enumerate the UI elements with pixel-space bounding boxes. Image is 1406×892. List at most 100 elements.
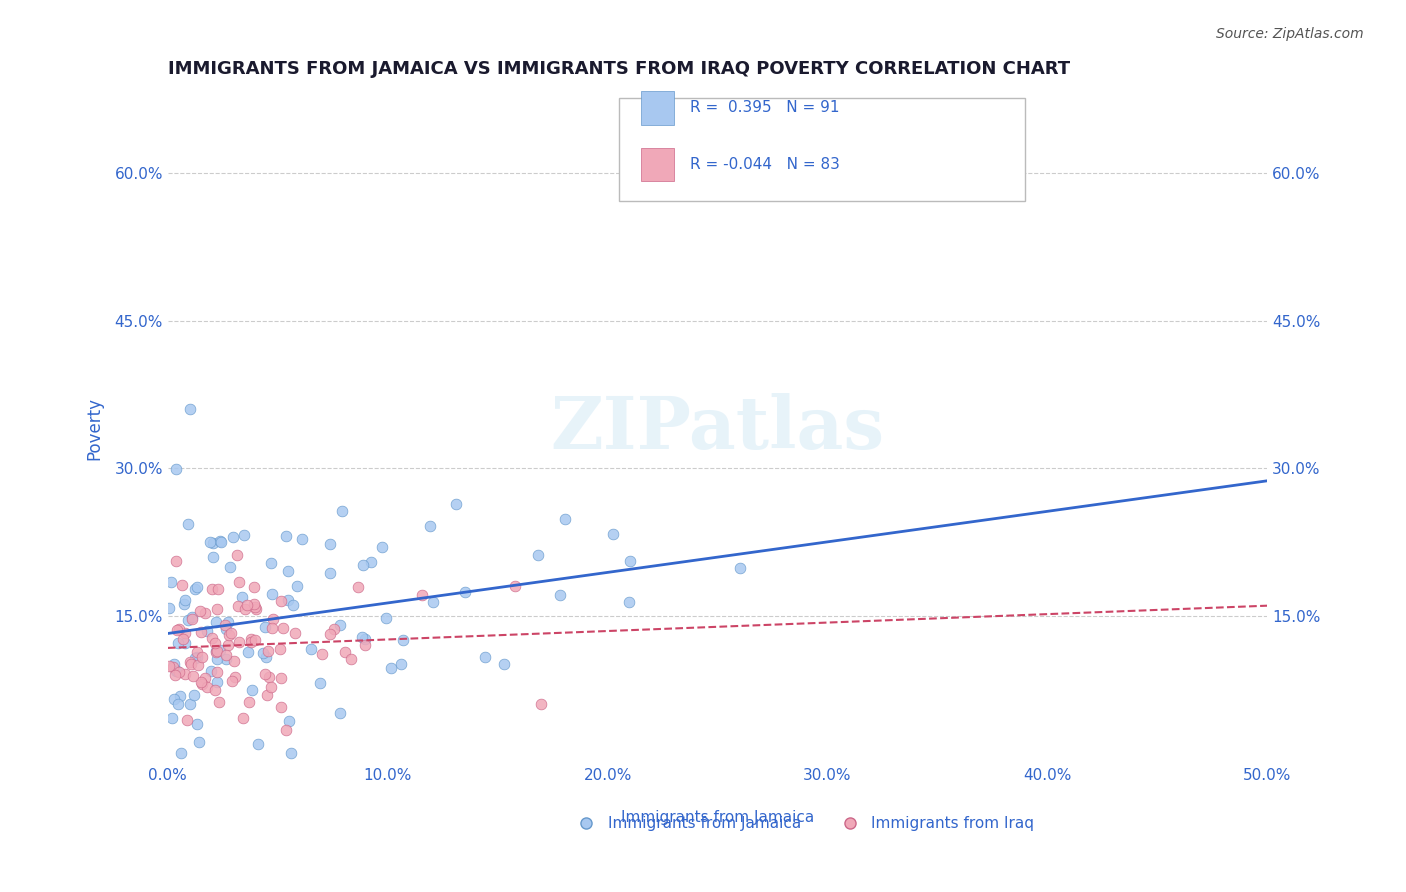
Point [187, 657, 209, 672]
Point [262, 621, 284, 635]
Point [474, 649, 496, 664]
Point [333, 645, 356, 659]
Point [243, 632, 266, 647]
Point [179, 655, 201, 669]
Point [186, 717, 208, 731]
Point [194, 606, 217, 620]
Text: IMMIGRANTS FROM JAMAICA VS IMMIGRANTS FROM IRAQ POVERTY CORRELATION CHART: IMMIGRANTS FROM JAMAICA VS IMMIGRANTS FR… [167, 60, 1070, 78]
Point [172, 577, 194, 591]
Point [259, 670, 281, 684]
Point [389, 657, 412, 671]
Point [181, 610, 204, 624]
Point [505, 579, 527, 593]
Point [218, 560, 240, 574]
Point [172, 632, 194, 646]
Point [243, 580, 266, 594]
Point [347, 581, 370, 595]
Point [190, 649, 212, 664]
Point [238, 694, 260, 708]
Point [167, 697, 190, 711]
Point [179, 698, 201, 712]
Point [204, 615, 226, 629]
Point [240, 634, 263, 648]
Point [195, 680, 218, 694]
Text: Immigrants from Jamaica: Immigrants from Jamaica [621, 810, 814, 825]
Point [167, 622, 190, 636]
Point [221, 673, 243, 688]
Point [454, 585, 477, 599]
Point [183, 688, 205, 702]
Point [253, 620, 276, 634]
Text: R = -0.044   N = 83: R = -0.044 N = 83 [690, 157, 839, 172]
Point [167, 635, 190, 649]
Point [380, 661, 402, 675]
Point [262, 612, 284, 626]
Point [157, 601, 180, 615]
Point [165, 664, 187, 678]
Point [159, 575, 181, 590]
Point [176, 613, 198, 627]
Point [207, 582, 229, 597]
Point [392, 632, 415, 647]
Point [205, 674, 228, 689]
Point [226, 549, 249, 563]
Point [228, 635, 250, 649]
Point [202, 535, 225, 549]
Point [617, 595, 640, 609]
Point [186, 650, 208, 665]
Point [176, 714, 198, 728]
Point [311, 648, 333, 662]
Point [285, 579, 308, 593]
Point [191, 676, 214, 690]
Point [422, 595, 444, 609]
Point [353, 632, 375, 646]
Point [163, 692, 186, 706]
Point [207, 644, 229, 658]
Point [271, 621, 294, 635]
Point [527, 549, 550, 563]
Point [353, 638, 375, 652]
Point [204, 682, 226, 697]
Point [340, 652, 363, 666]
Point [157, 659, 180, 673]
FancyBboxPatch shape [619, 98, 1025, 202]
Point [162, 660, 184, 674]
Point [231, 711, 253, 725]
Point [269, 641, 291, 656]
Point [260, 556, 283, 570]
Point [183, 582, 205, 596]
Text: ZIPatlas: ZIPatlas [551, 393, 884, 464]
Point [246, 737, 269, 751]
Point [204, 636, 226, 650]
Point [619, 554, 641, 568]
Point [170, 746, 193, 760]
Point [277, 564, 299, 578]
Point [186, 580, 208, 594]
Point [205, 645, 228, 659]
Point [215, 652, 238, 666]
Text: R =  0.395   N = 91: R = 0.395 N = 91 [690, 100, 839, 115]
Point [207, 695, 229, 709]
Point [233, 602, 256, 616]
Point [419, 519, 441, 533]
Point [205, 602, 228, 616]
Point [329, 618, 352, 632]
Point [278, 714, 301, 728]
Point [174, 666, 197, 681]
Point [165, 554, 187, 568]
Point [281, 598, 304, 612]
Point [319, 627, 342, 641]
Point [222, 530, 245, 544]
Point [236, 598, 259, 612]
Point [318, 566, 340, 581]
Point [215, 623, 238, 637]
Point [228, 574, 250, 589]
Point [239, 632, 262, 646]
Point [204, 644, 226, 658]
Point [280, 746, 302, 760]
Point [173, 626, 195, 640]
Point [180, 657, 202, 671]
Point [169, 690, 191, 704]
Point [370, 540, 392, 554]
Point [181, 669, 204, 683]
